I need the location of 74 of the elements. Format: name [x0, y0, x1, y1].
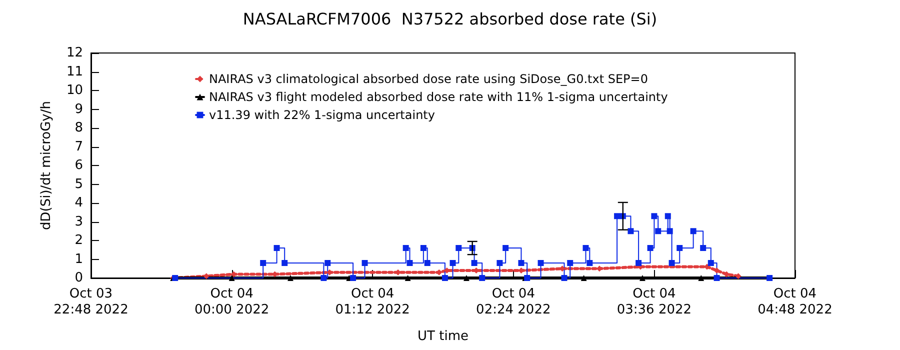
point	[362, 260, 368, 266]
point	[647, 245, 654, 251]
point	[496, 260, 503, 266]
y-tick-label: 4	[74, 196, 83, 210]
point	[502, 245, 509, 251]
point	[320, 275, 327, 281]
y-tick-label: 11	[66, 64, 83, 80]
y-tick-label: 2	[74, 233, 83, 248]
point	[479, 275, 486, 281]
point	[402, 245, 409, 251]
x-tick-label: Oct 03 22:48 2022	[54, 286, 128, 318]
x-tick-label: Oct 04 00:00 2022	[194, 286, 270, 318]
point	[463, 275, 470, 281]
y-tick-label: 8	[74, 120, 83, 136]
x-tick-label: Oct 04 03:36 2022	[616, 286, 692, 318]
point	[274, 245, 280, 251]
point	[282, 260, 288, 266]
x-tick-label: Oct 04 02:24 2022	[476, 286, 551, 318]
point	[664, 213, 671, 220]
legend-label: v11.39 with 22% 1-sigma uncertainty	[209, 108, 435, 122]
point	[698, 275, 704, 281]
point	[708, 260, 714, 266]
point	[518, 260, 524, 266]
point	[714, 268, 720, 274]
y-tick-label: 5	[74, 176, 83, 192]
point	[668, 260, 675, 266]
point	[260, 260, 266, 266]
point	[636, 260, 642, 266]
chart-title: NASALaRCFM7006 N37522 absorbed dose rate (Si)	[242, 10, 658, 28]
point	[561, 275, 568, 281]
point	[639, 275, 646, 281]
x-tick-label: Oct 04 04:48 2022	[758, 286, 832, 318]
legend-label: NAIRAS v3 flight modeled absorbed dose rate with 11% 1-sigma uncertainty	[209, 90, 668, 104]
y-tick-label: 6	[74, 158, 83, 173]
point	[666, 228, 673, 234]
point	[735, 273, 742, 280]
x-tick-label: Oct 04 01:12 2022	[335, 286, 410, 318]
y-tick-label: 1	[74, 252, 83, 267]
point	[228, 275, 235, 281]
point	[580, 275, 587, 281]
y-axis-title: dD(Si)/dt microGy/h	[39, 101, 54, 230]
point	[651, 213, 658, 220]
point	[714, 275, 720, 281]
y-tick-label: 0	[74, 270, 83, 286]
point	[676, 245, 683, 251]
point	[704, 264, 710, 270]
point	[404, 275, 411, 281]
point	[586, 260, 593, 266]
x-axis-title: UT time	[418, 329, 468, 344]
point	[628, 228, 634, 234]
point	[424, 260, 430, 266]
point	[614, 213, 620, 220]
y-tick-label: 9	[74, 102, 83, 117]
y-tick-label: 7	[74, 139, 83, 154]
point	[655, 228, 662, 234]
point	[582, 245, 589, 251]
point	[450, 260, 456, 266]
point	[406, 260, 413, 266]
y-tick-label: 3	[74, 214, 83, 230]
y-tick-label: 12	[66, 46, 83, 60]
point	[420, 245, 426, 251]
point	[350, 275, 356, 281]
point	[456, 245, 462, 251]
point	[203, 273, 210, 280]
point	[442, 275, 448, 281]
point	[700, 245, 706, 251]
point	[324, 260, 331, 266]
point	[567, 260, 574, 266]
point	[471, 260, 478, 266]
point	[690, 228, 696, 234]
point	[538, 260, 544, 266]
point	[287, 275, 294, 281]
legend-label: NAIRAS v3 climatological absorbed dose rate using SiDose_G0.txt SEP=0	[209, 72, 648, 86]
y-tick-label: 10	[66, 83, 83, 98]
